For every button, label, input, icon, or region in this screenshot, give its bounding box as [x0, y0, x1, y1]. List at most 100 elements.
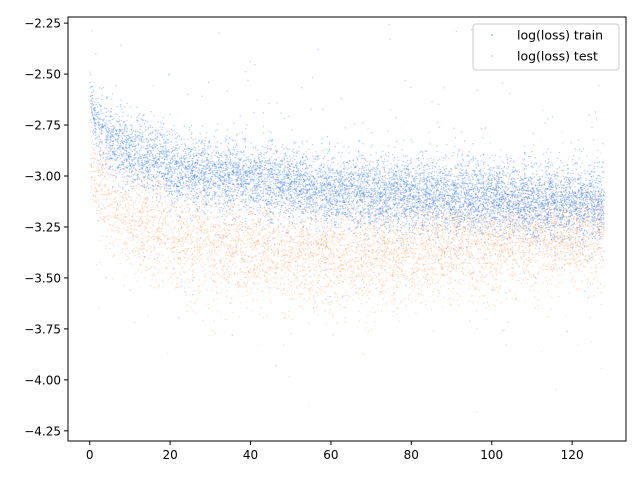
- data-point: [356, 265, 358, 267]
- data-point: [243, 235, 245, 237]
- data-point: [298, 258, 300, 260]
- data-point: [102, 198, 105, 200]
- data-point: [372, 240, 375, 242]
- data-point: [324, 310, 327, 312]
- data-point: [124, 128, 127, 131]
- data-point: [300, 250, 302, 253]
- data-point: [329, 229, 331, 231]
- data-point: [529, 248, 531, 250]
- data-point: [575, 217, 578, 219]
- data-point: [192, 236, 194, 239]
- data-point: [300, 228, 302, 230]
- data-point: [602, 247, 604, 249]
- data-point: [191, 242, 193, 244]
- data-point: [116, 207, 118, 209]
- data-point: [395, 228, 398, 231]
- data-point: [587, 229, 589, 231]
- data-point: [458, 209, 460, 212]
- data-point: [326, 243, 328, 245]
- data-point: [350, 214, 352, 216]
- data-point: [360, 213, 362, 215]
- data-point: [112, 230, 114, 232]
- data-point: [186, 247, 188, 250]
- data-point: [90, 186, 92, 189]
- data-point: [212, 264, 214, 266]
- data-point: [534, 282, 536, 284]
- data-point: [369, 290, 372, 292]
- data-point: [189, 230, 191, 232]
- data-point: [97, 183, 100, 185]
- data-point: [127, 232, 129, 234]
- data-point: [108, 193, 111, 195]
- data-point: [448, 277, 450, 279]
- data-point: [212, 330, 214, 332]
- data-point: [193, 290, 195, 292]
- data-point: [273, 277, 275, 279]
- data-point: [130, 225, 132, 227]
- data-point: [240, 271, 242, 273]
- data-point: [147, 245, 149, 248]
- data-point: [470, 263, 472, 265]
- data-point: [504, 259, 506, 262]
- data-point: [301, 282, 303, 284]
- data-point: [541, 235, 543, 237]
- data-point: [547, 210, 550, 213]
- data-point: [504, 184, 507, 187]
- data-point: [526, 233, 529, 236]
- data-point: [470, 245, 472, 248]
- data-point: [584, 254, 587, 256]
- data-point: [366, 213, 368, 216]
- data-point: [304, 257, 306, 260]
- data-point: [209, 248, 211, 250]
- data-point: [468, 282, 470, 284]
- data-point: [238, 132, 241, 134]
- data-point: [266, 278, 268, 281]
- data-point: [361, 276, 364, 278]
- data-point: [119, 152, 121, 154]
- data-point: [570, 236, 573, 238]
- data-point: [315, 240, 317, 242]
- data-point: [421, 284, 423, 286]
- data-point: [573, 285, 575, 287]
- data-point: [347, 261, 349, 263]
- data-point: [225, 232, 228, 234]
- data-point: [182, 249, 185, 252]
- data-point: [385, 291, 387, 294]
- data-point: [481, 294, 483, 297]
- data-point: [233, 203, 235, 205]
- data-point: [340, 270, 342, 272]
- data-point: [187, 278, 189, 280]
- data-point: [532, 189, 534, 191]
- data-point: [304, 219, 307, 221]
- data-point: [432, 262, 434, 265]
- data-point: [343, 306, 345, 309]
- data-point: [472, 284, 474, 286]
- data-point: [487, 221, 490, 223]
- data-point: [165, 268, 167, 270]
- data-point: [584, 266, 587, 268]
- data-point: [498, 215, 501, 217]
- data-point: [466, 266, 469, 268]
- data-point: [583, 275, 585, 277]
- data-point: [492, 243, 494, 245]
- data-point: [438, 226, 440, 228]
- data-point: [183, 263, 186, 265]
- data-point: [148, 239, 151, 241]
- data-point: [371, 269, 373, 271]
- data-point: [262, 223, 264, 225]
- data-point: [142, 259, 144, 261]
- data-point: [128, 193, 130, 195]
- data-point: [171, 228, 173, 231]
- data-point: [282, 259, 284, 262]
- data-point: [367, 255, 369, 257]
- data-point: [549, 231, 551, 233]
- data-point: [401, 269, 404, 271]
- data-point: [104, 206, 106, 209]
- data-point: [336, 296, 339, 299]
- data-point: [297, 265, 299, 267]
- data-point: [346, 249, 348, 252]
- data-point: [557, 274, 559, 277]
- data-point: [124, 206, 126, 208]
- data-point: [423, 222, 425, 225]
- data-point: [536, 182, 538, 184]
